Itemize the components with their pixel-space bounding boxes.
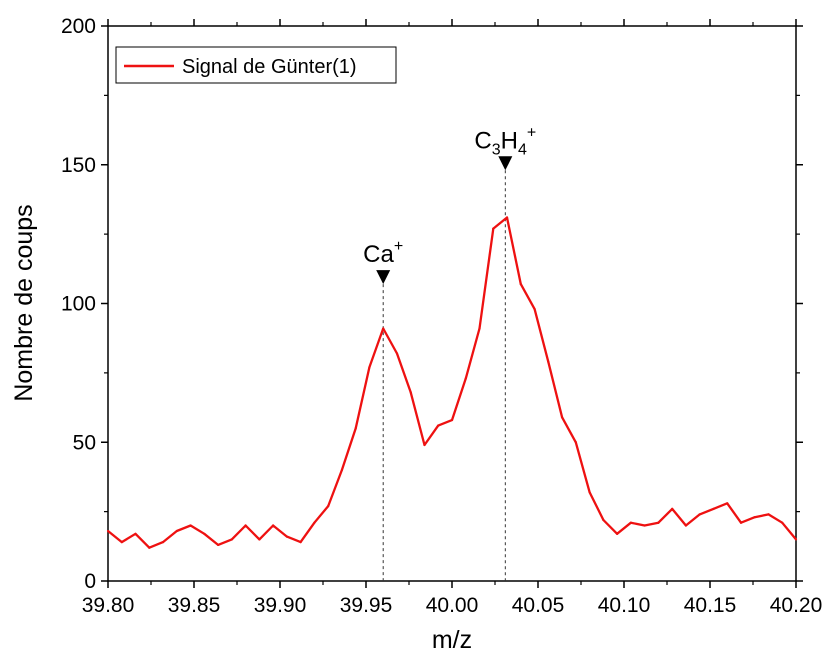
data-point — [671, 507, 674, 510]
data-point — [684, 524, 688, 527]
peak-label-subscript2: 4 — [518, 141, 527, 158]
peak-label-main2: H — [501, 127, 518, 154]
data-point — [616, 532, 619, 535]
data-point — [244, 524, 247, 527]
series-line — [107, 216, 797, 549]
data-point — [368, 366, 371, 369]
x-tick-label: 39.95 — [340, 594, 393, 617]
peak-label: C3H4+ — [474, 124, 536, 158]
data-point — [560, 416, 564, 419]
data-point — [547, 360, 550, 363]
data-point — [230, 538, 233, 541]
y-tick-label: 0 — [84, 570, 96, 593]
series-group — [106, 216, 798, 549]
peak-label-superscript: + — [394, 238, 403, 255]
data-point — [354, 427, 357, 430]
plot-frame: 39.80 39.85 39.90 39.95 40.00 40.05 40.10 40.15… — [61, 15, 822, 617]
y-axis-title: Nombre de coups — [10, 204, 38, 401]
peak-label-subscript: 3 — [492, 141, 501, 158]
peak-label-superscript: + — [527, 124, 536, 141]
data-point — [340, 468, 344, 472]
data-point — [629, 521, 632, 524]
data-point — [203, 532, 206, 535]
y-tick-label: 200 — [61, 15, 96, 38]
x-tick-label: 40.00 — [426, 594, 479, 617]
data-point — [299, 541, 302, 544]
y-tick-label: 50 — [73, 431, 96, 454]
data-point — [726, 502, 729, 505]
annotations: Ca+C3H4+ — [363, 124, 536, 285]
data-point — [423, 443, 426, 447]
data-point — [148, 546, 151, 549]
data-point — [478, 327, 481, 330]
legend: Signal de Günter(1) — [115, 46, 397, 84]
data-point — [767, 513, 770, 516]
data-point — [519, 282, 522, 286]
x-tick-label: 39.85 — [168, 594, 221, 617]
x-tick-label: 39.90 — [254, 594, 307, 617]
data-point — [120, 541, 123, 544]
data-point — [216, 543, 220, 547]
x-axis-title: m/z — [432, 626, 472, 654]
data-point — [602, 518, 605, 522]
data-point — [781, 521, 784, 524]
peak-label-main: C — [474, 127, 491, 154]
peak-marker-icon — [376, 270, 391, 285]
data-point — [505, 216, 509, 219]
x-tick-label: 40.05 — [512, 594, 565, 617]
data-point — [175, 529, 178, 533]
peak-marker-icon — [498, 156, 513, 171]
legend-label: Signal de Günter(1) — [182, 56, 357, 78]
data-point — [492, 227, 495, 230]
peak-label: Ca+ — [363, 238, 403, 268]
data-point — [739, 521, 743, 524]
data-point — [258, 538, 261, 541]
data-point — [382, 327, 385, 330]
data-point — [574, 441, 577, 444]
data-point — [533, 307, 536, 311]
guide-lines — [382, 170, 506, 581]
y-tick-label: 100 — [61, 293, 96, 316]
x-tick-label: 40.10 — [598, 594, 651, 617]
data-point — [643, 524, 646, 527]
y-tick-label: 150 — [61, 154, 96, 177]
data-point — [272, 524, 275, 527]
data-point — [285, 535, 288, 538]
data-point — [409, 391, 412, 394]
data-point — [794, 538, 798, 541]
data-point — [698, 513, 701, 516]
data-point — [327, 504, 330, 508]
data-point — [134, 532, 137, 535]
data-point — [588, 491, 591, 494]
data-point — [189, 524, 192, 527]
data-point — [753, 516, 756, 519]
x-tick-label: 39.80 — [82, 594, 135, 617]
plot-border — [107, 25, 797, 582]
data-point — [161, 541, 165, 544]
data-point — [464, 377, 467, 380]
data-point — [437, 424, 440, 427]
data-point — [657, 521, 660, 524]
x-tick-label: 40.15 — [684, 594, 737, 617]
data-point — [450, 418, 454, 422]
data-point — [395, 352, 399, 355]
peak-label-main: Ca — [363, 241, 394, 268]
data-point — [313, 521, 316, 524]
x-tick-label: 40.20 — [770, 594, 823, 617]
data-point — [106, 529, 110, 533]
data-point — [712, 507, 715, 510]
